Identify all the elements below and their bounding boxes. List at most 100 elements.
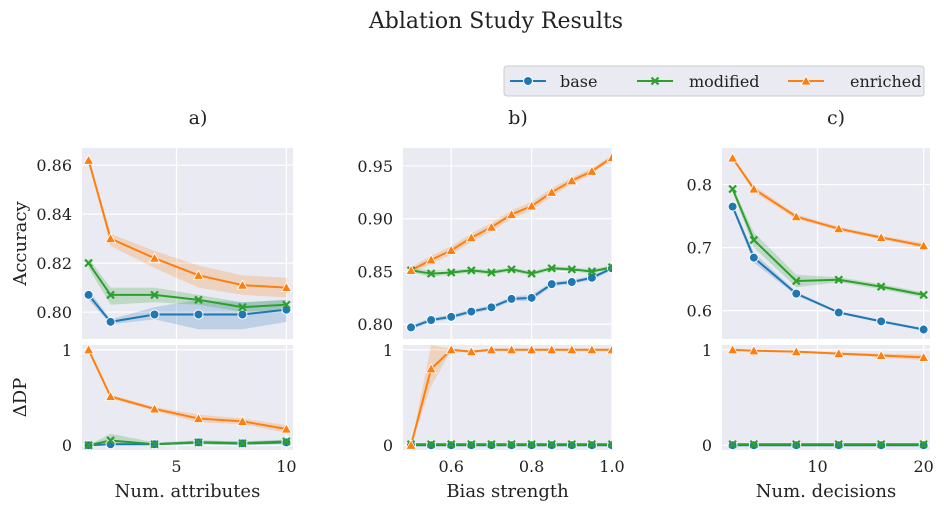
legend-label-base: base xyxy=(560,72,597,91)
point-modified-c-bottom-3 xyxy=(834,439,844,449)
point-base-b-top-9 xyxy=(586,272,597,283)
point-enriched-b-bottom-6 xyxy=(525,345,538,355)
point-base-b-top-4 xyxy=(486,302,497,313)
point-base-b-top-7 xyxy=(546,279,557,290)
xtick-label-c-bottom-1: 20 xyxy=(913,457,933,476)
point-enriched-b-top-1 xyxy=(425,254,437,265)
xtick-label-a-bottom-1: 10 xyxy=(276,457,296,476)
ytick-label-c-top-2: 0.8 xyxy=(687,176,712,195)
point-modified-c-top-5 xyxy=(919,290,928,300)
point-base-a-top-2 xyxy=(149,309,160,320)
point-modified-a-top-1 xyxy=(106,290,115,300)
point-modified-c-bottom-1 xyxy=(749,439,759,449)
line-enriched-a-top xyxy=(87,159,287,289)
ytick-label-a-top-0: 0.80 xyxy=(36,303,72,322)
xtick-label-c-bottom-0: 10 xyxy=(807,457,827,476)
xtick-label-b-bottom-1: 0.8 xyxy=(519,457,544,476)
point-enriched-b-bottom-3 xyxy=(465,345,478,357)
legend-marker-shape-base xyxy=(523,76,533,86)
point-enriched-c-bottom-5 xyxy=(917,351,930,362)
point-modified-a-top-4 xyxy=(238,302,247,312)
ytick-label-c-bottom-0: 0 xyxy=(702,436,712,455)
point-enriched-b-bottom-8 xyxy=(566,345,578,355)
point-base-b-top-0 xyxy=(406,322,417,333)
point-enriched-c-bottom-0 xyxy=(726,345,739,355)
point-modified-b-top-3 xyxy=(467,266,476,275)
point-enriched-b-top-8 xyxy=(566,174,578,186)
point-base-b-top-6 xyxy=(526,292,537,303)
panel-b-bottom: 0 1 0.6 0.8 1.0 Bias strength xyxy=(383,341,625,502)
point-modified-c-bottom-4 xyxy=(876,439,886,449)
point-enriched-b-top-6 xyxy=(525,200,538,211)
xlabel-b-bottom: Bias strength xyxy=(446,481,569,502)
point-base-b-top-5 xyxy=(506,293,517,304)
point-base-a-top-1 xyxy=(105,316,116,327)
ytick-label-c-top-1: 0.7 xyxy=(687,239,712,258)
point-modified-b-top-8 xyxy=(567,265,577,274)
point-base-a-top-4 xyxy=(237,309,248,320)
point-enriched-b-top-10 xyxy=(606,151,612,162)
band-modified-a-top xyxy=(88,258,287,313)
point-enriched-a-bottom-3 xyxy=(192,412,205,423)
xtick-label-b-bottom-0: 0.6 xyxy=(439,457,464,476)
line-base-c-top xyxy=(731,206,924,331)
point-enriched-c-bottom-3 xyxy=(833,347,845,358)
ytick-label-a-bottom-1: 1 xyxy=(62,341,72,360)
point-enriched-b-bottom-10 xyxy=(606,345,612,355)
point-base-b-top-8 xyxy=(566,277,577,288)
point-enriched-b-top-9 xyxy=(586,165,598,176)
plot-area-c-bottom xyxy=(722,345,930,450)
point-enriched-c-top-4 xyxy=(875,231,887,242)
xlabel-a-bottom: Num. attributes xyxy=(115,481,261,502)
point-enriched-a-bottom-5 xyxy=(280,423,293,434)
point-modified-b-bottom-6 xyxy=(527,439,536,449)
point-modified-b-top-5 xyxy=(507,265,516,274)
panel-label-a: a) xyxy=(189,107,208,129)
band-enriched-a-top xyxy=(88,157,287,298)
point-base-c-top-5 xyxy=(918,324,929,335)
ylabel-a-bottom: ΔDP xyxy=(10,378,31,418)
panel-a-top: 0.80 0.82 0.84 0.86 Accuracy xyxy=(10,148,293,339)
legend: base modified enriched xyxy=(503,65,925,97)
point-modified-b-bottom-2 xyxy=(446,439,456,449)
xlabel-c-bottom: Num. decisions xyxy=(756,481,897,502)
point-modified-b-top-10 xyxy=(607,262,612,272)
band-base-a-top xyxy=(88,290,287,330)
panel-label-c: c) xyxy=(827,107,845,129)
line-enriched-a-bottom xyxy=(87,349,287,430)
point-modified-b-top-9 xyxy=(587,267,597,276)
point-modified-b-top-6 xyxy=(527,269,536,278)
point-enriched-a-top-2 xyxy=(148,252,161,263)
line-modified-c-top xyxy=(731,188,924,296)
point-enriched-b-bottom-1 xyxy=(425,363,437,374)
point-enriched-b-bottom-0 xyxy=(405,439,417,450)
line-enriched-c-top xyxy=(731,157,924,247)
chart-panels: 0.800.820.840.86Accuracy0.800.850.900.95… xyxy=(10,148,934,502)
legend-marker-shape-enriched xyxy=(800,75,812,86)
point-enriched-c-top-3 xyxy=(833,222,845,234)
point-enriched-a-top-0 xyxy=(82,154,95,165)
point-modified-b-bottom-1 xyxy=(426,439,436,449)
point-enriched-c-top-1 xyxy=(748,183,760,194)
point-modified-a-bottom-2 xyxy=(150,439,159,449)
point-base-b-top-1 xyxy=(426,315,437,326)
point-modified-c-bottom-5 xyxy=(919,439,928,449)
xtick-label-b-bottom-2: 1.0 xyxy=(599,457,624,476)
series-group-c-top xyxy=(726,152,930,335)
point-base-c-top-2 xyxy=(791,288,802,299)
ytick-label-b-bottom-0: 0 xyxy=(383,436,393,455)
point-enriched-a-top-5 xyxy=(280,281,293,292)
point-modified-c-top-4 xyxy=(876,282,886,291)
ytick-label-a-top-2: 0.84 xyxy=(36,205,72,224)
point-modified-a-bottom-1 xyxy=(106,436,115,445)
series-group-a-bottom xyxy=(82,345,293,450)
point-modified-a-bottom-0 xyxy=(84,440,93,450)
point-modified-b-bottom-9 xyxy=(587,439,597,449)
point-modified-a-bottom-5 xyxy=(282,437,291,446)
point-modified-c-top-1 xyxy=(749,235,759,245)
point-enriched-a-top-1 xyxy=(104,232,117,244)
legend-label-enriched: enriched xyxy=(850,72,922,91)
point-enriched-a-bottom-2 xyxy=(148,403,161,414)
point-base-c-top-4 xyxy=(876,316,887,327)
